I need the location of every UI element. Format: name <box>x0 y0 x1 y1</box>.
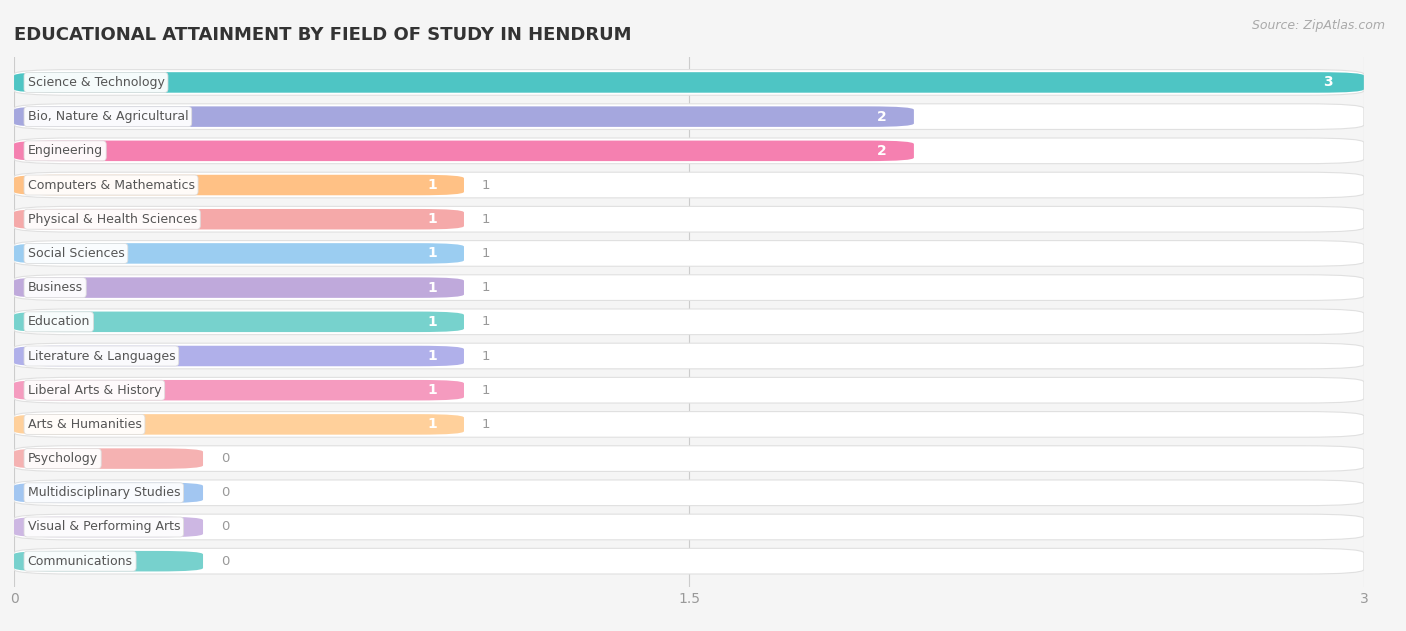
Text: 1: 1 <box>427 383 437 397</box>
FancyBboxPatch shape <box>14 240 1364 266</box>
FancyBboxPatch shape <box>14 551 202 572</box>
Text: 1: 1 <box>482 247 491 260</box>
Text: Science & Technology: Science & Technology <box>28 76 165 89</box>
Text: 1: 1 <box>427 315 437 329</box>
FancyBboxPatch shape <box>14 278 464 298</box>
FancyBboxPatch shape <box>14 172 1364 198</box>
Text: Physical & Health Sciences: Physical & Health Sciences <box>28 213 197 226</box>
Text: 3: 3 <box>1323 76 1333 90</box>
FancyBboxPatch shape <box>14 343 1364 369</box>
Text: Business: Business <box>28 281 83 294</box>
FancyBboxPatch shape <box>14 206 1364 232</box>
Text: 1: 1 <box>427 178 437 192</box>
FancyBboxPatch shape <box>14 309 1364 334</box>
FancyBboxPatch shape <box>14 346 464 366</box>
FancyBboxPatch shape <box>14 104 1364 129</box>
FancyBboxPatch shape <box>14 69 1364 95</box>
Text: 0: 0 <box>221 452 229 465</box>
Text: Communications: Communications <box>28 555 132 568</box>
Text: 1: 1 <box>482 213 491 226</box>
Text: Literature & Languages: Literature & Languages <box>28 350 176 362</box>
FancyBboxPatch shape <box>14 517 202 537</box>
Text: 1: 1 <box>482 418 491 431</box>
FancyBboxPatch shape <box>14 141 914 161</box>
FancyBboxPatch shape <box>14 414 464 435</box>
Text: Engineering: Engineering <box>28 144 103 157</box>
Text: Computers & Mathematics: Computers & Mathematics <box>28 179 194 192</box>
Text: 0: 0 <box>221 487 229 499</box>
FancyBboxPatch shape <box>14 445 1364 471</box>
FancyBboxPatch shape <box>14 72 1364 93</box>
FancyBboxPatch shape <box>14 209 464 230</box>
FancyBboxPatch shape <box>14 483 202 503</box>
Text: Visual & Performing Arts: Visual & Performing Arts <box>28 521 180 533</box>
Text: 0: 0 <box>221 521 229 533</box>
Text: 1: 1 <box>482 179 491 192</box>
Text: 1: 1 <box>427 349 437 363</box>
FancyBboxPatch shape <box>14 243 464 264</box>
FancyBboxPatch shape <box>14 449 202 469</box>
FancyBboxPatch shape <box>14 411 1364 437</box>
Text: 0: 0 <box>221 555 229 568</box>
FancyBboxPatch shape <box>14 380 464 401</box>
FancyBboxPatch shape <box>14 107 914 127</box>
Text: Psychology: Psychology <box>28 452 97 465</box>
FancyBboxPatch shape <box>14 274 1364 300</box>
Text: Education: Education <box>28 316 90 328</box>
Text: Liberal Arts & History: Liberal Arts & History <box>28 384 162 397</box>
FancyBboxPatch shape <box>14 514 1364 540</box>
Text: 2: 2 <box>877 110 887 124</box>
Text: 1: 1 <box>427 417 437 432</box>
Text: Source: ZipAtlas.com: Source: ZipAtlas.com <box>1251 19 1385 32</box>
Text: 1: 1 <box>427 281 437 295</box>
FancyBboxPatch shape <box>14 138 1364 163</box>
Text: 1: 1 <box>482 384 491 397</box>
FancyBboxPatch shape <box>14 548 1364 574</box>
Text: 2: 2 <box>877 144 887 158</box>
FancyBboxPatch shape <box>14 312 464 332</box>
Text: 1: 1 <box>482 350 491 362</box>
Text: 1: 1 <box>427 212 437 227</box>
Text: Social Sciences: Social Sciences <box>28 247 124 260</box>
Text: Arts & Humanities: Arts & Humanities <box>28 418 142 431</box>
Text: Multidisciplinary Studies: Multidisciplinary Studies <box>28 487 180 499</box>
FancyBboxPatch shape <box>14 480 1364 505</box>
Text: 1: 1 <box>482 316 491 328</box>
FancyBboxPatch shape <box>14 175 464 195</box>
Text: Bio, Nature & Agricultural: Bio, Nature & Agricultural <box>28 110 188 123</box>
Text: 1: 1 <box>482 281 491 294</box>
Text: EDUCATIONAL ATTAINMENT BY FIELD OF STUDY IN HENDRUM: EDUCATIONAL ATTAINMENT BY FIELD OF STUDY… <box>14 26 631 44</box>
FancyBboxPatch shape <box>14 377 1364 403</box>
Text: 1: 1 <box>427 247 437 261</box>
